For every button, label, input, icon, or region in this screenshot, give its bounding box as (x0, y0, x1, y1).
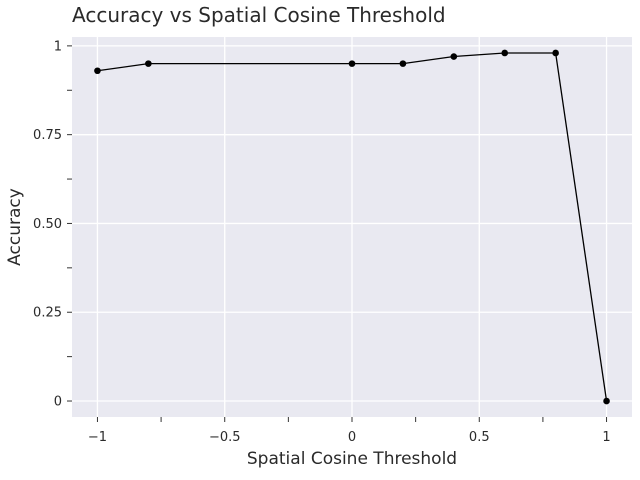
data-point-2 (348, 60, 356, 67)
series-group (94, 49, 610, 405)
x-axis-label: Spatial Cosine Threshold (247, 449, 457, 469)
data-point-3 (399, 60, 407, 67)
data-point-5 (501, 49, 509, 57)
grid-lines (72, 37, 632, 417)
x-tick-label-3: 0.5 (469, 430, 490, 445)
data-point-4 (450, 53, 458, 60)
y-tick-label-2: 0.50 (33, 217, 62, 232)
data-point-7 (603, 397, 610, 405)
y-tick-label-3: 0.75 (33, 128, 62, 143)
x-tick-label-0: −1 (88, 430, 107, 445)
y-tick-label-1: 0.25 (33, 306, 62, 321)
y-tick-label-4: 1 (54, 39, 62, 54)
chart-title: Accuracy vs Spatial Cosine Threshold (72, 3, 446, 27)
data-point-6 (552, 49, 559, 57)
x-tick-label-4: 1 (602, 430, 610, 445)
data-point-1 (145, 60, 152, 67)
y-axis-label: Accuracy (5, 188, 25, 266)
y-tick-label-0: 0 (54, 395, 62, 410)
x-tick-label-2: 0 (348, 430, 356, 445)
data-point-0 (94, 67, 101, 75)
series-line-0 (97, 52, 608, 402)
x-tick-label-1: −0.5 (209, 430, 241, 445)
axis-ticks: −1 −0.5 0 0.5 1 0 0.25 0.50 0.75 1 (33, 39, 611, 445)
